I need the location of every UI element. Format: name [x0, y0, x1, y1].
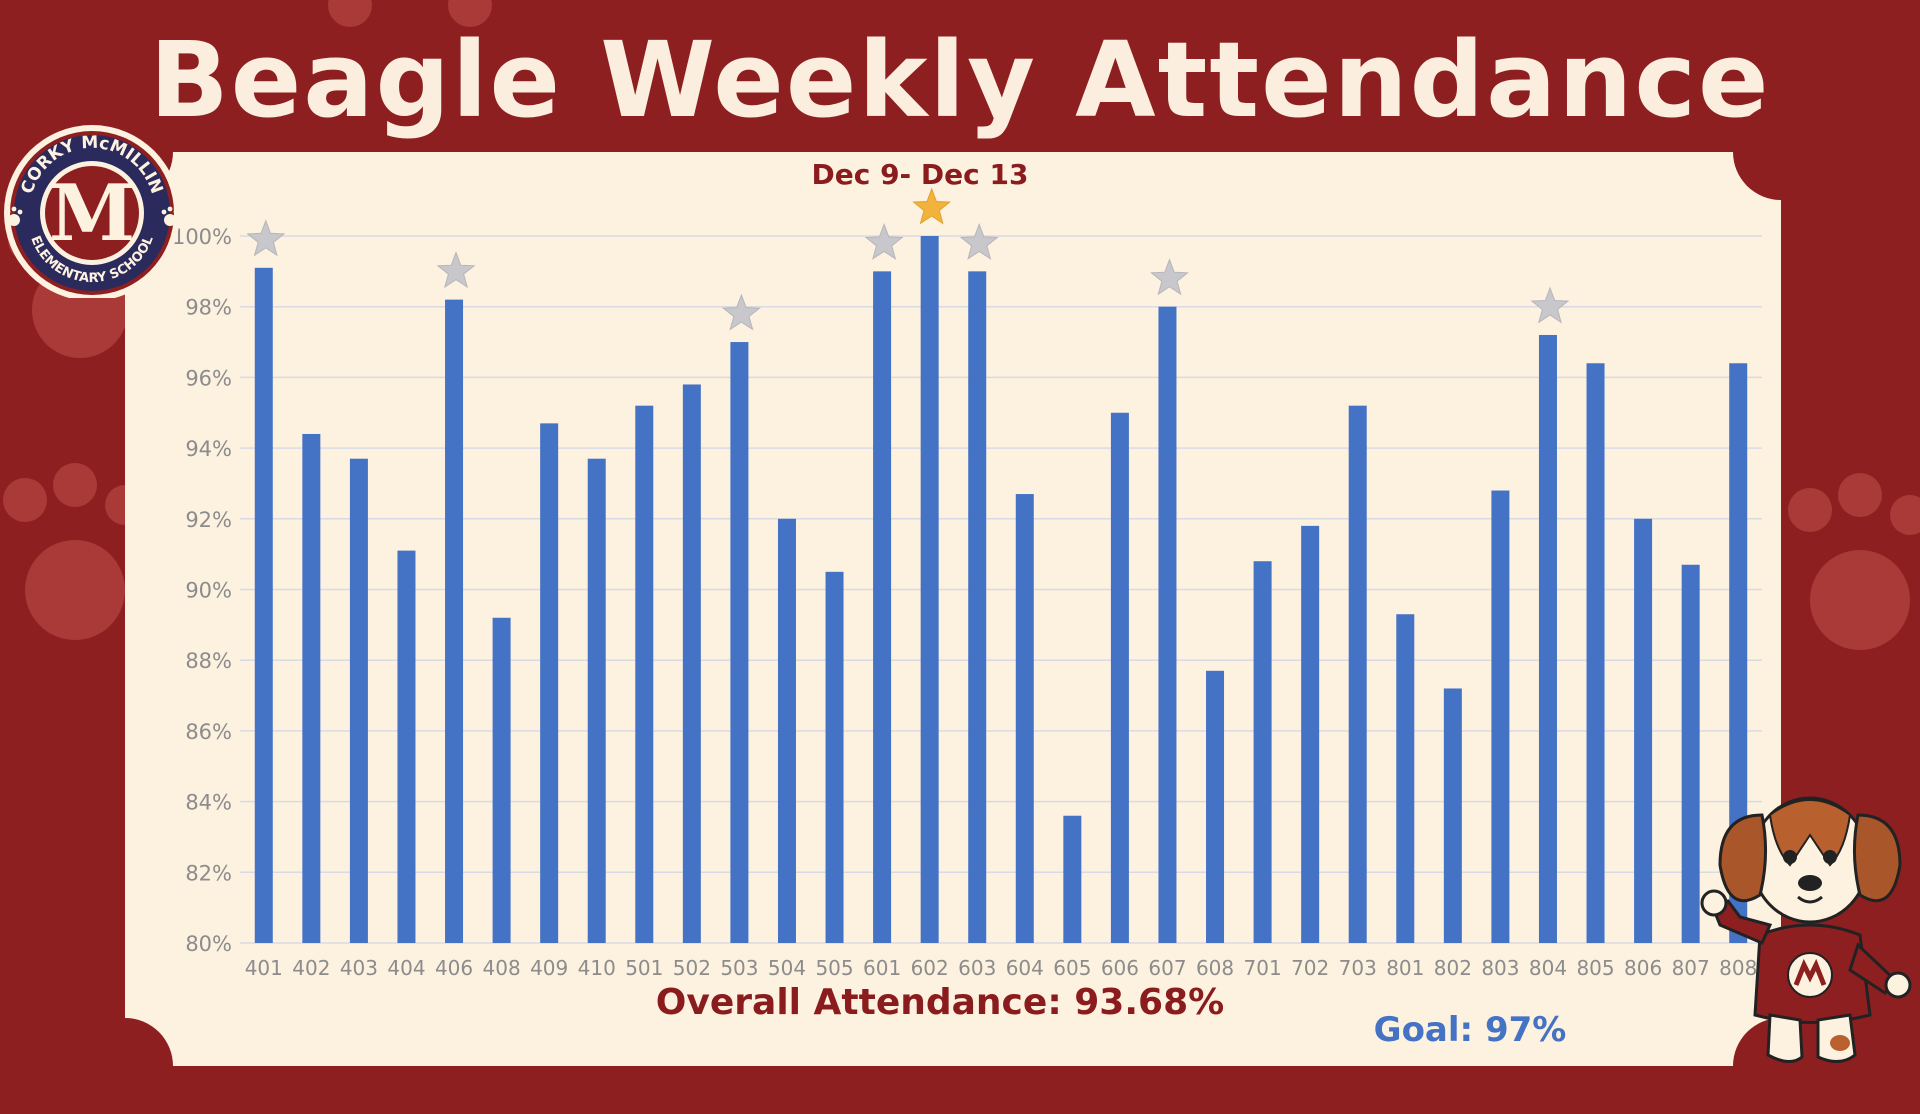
x-tick-label: 403 — [340, 956, 378, 980]
x-tick-label: 604 — [1006, 956, 1044, 980]
x-tick-label: 410 — [578, 956, 616, 980]
star-icon-602 — [912, 187, 952, 225]
x-tick-label: 603 — [958, 956, 996, 980]
y-tick-label: 96% — [185, 366, 232, 390]
x-tick-label: 701 — [1244, 956, 1282, 980]
bar-603 — [968, 271, 987, 944]
y-tick-label: 84% — [185, 791, 232, 815]
bar-806 — [1634, 518, 1653, 943]
x-tick-label: 801 — [1386, 956, 1424, 980]
bar-503 — [730, 342, 749, 943]
x-tick-label: 503 — [720, 956, 758, 980]
y-tick-label: 86% — [185, 720, 232, 744]
x-tick-label: 501 — [625, 956, 663, 980]
bar-402 — [302, 433, 321, 943]
x-tick-label: 505 — [815, 956, 853, 980]
x-tick-label: 803 — [1481, 956, 1519, 980]
bar-601 — [873, 271, 892, 944]
x-tick-label: 602 — [911, 956, 949, 980]
star-icon-804 — [1530, 286, 1570, 324]
x-tick-label: 702 — [1291, 956, 1329, 980]
x-tick-label: 409 — [530, 956, 568, 980]
bar-504 — [777, 518, 796, 943]
star-icon-406 — [436, 251, 476, 289]
bar-702 — [1301, 525, 1320, 943]
y-tick-label: 90% — [185, 579, 232, 603]
star-icon-503 — [721, 293, 761, 331]
x-tick-label: 401 — [245, 956, 283, 980]
star-icon-603 — [959, 222, 999, 260]
x-tick-label: 605 — [1053, 956, 1091, 980]
x-tick-label: 502 — [673, 956, 711, 980]
paw-icon — [161, 206, 179, 226]
paw-icon — [5, 206, 23, 226]
x-tick-label: 408 — [483, 956, 521, 980]
y-tick-label: 82% — [185, 861, 232, 885]
bar-804 — [1538, 334, 1557, 943]
logo-letter: M — [49, 168, 135, 259]
bar-803 — [1491, 490, 1510, 943]
star-icon-607 — [1150, 258, 1189, 296]
attendance-bar-chart: 80% 82% 84% 86% 88% 90% 92% 94% 96% 98% 100% 401 402… — [172, 187, 1762, 980]
paw-print-decoration — [1788, 473, 1920, 650]
paw-print-decoration — [328, 0, 492, 27]
bar-408 — [492, 617, 511, 943]
y-tick-label: 80% — [185, 932, 232, 956]
bar-401 — [254, 267, 273, 943]
bar-502 — [682, 384, 701, 944]
bar-409 — [540, 423, 559, 944]
x-tick-label: 504 — [768, 956, 806, 980]
x-tick-label: 807 — [1672, 956, 1710, 980]
bar-805 — [1586, 363, 1605, 943]
bar-505 — [825, 571, 844, 943]
star-icon-401 — [246, 219, 286, 257]
x-tick-label: 806 — [1624, 956, 1662, 980]
bar-807 — [1681, 564, 1700, 943]
page-title: Beagle Weekly Attendance — [149, 19, 1771, 141]
chart-subtitle: Dec 9- Dec 13 — [811, 158, 1029, 191]
y-tick-label: 98% — [185, 296, 232, 320]
overall-attendance: Overall Attendance: 93.68% — [655, 982, 1225, 1023]
bar-410 — [587, 458, 606, 943]
x-tick-label: 802 — [1434, 956, 1472, 980]
bar-606 — [1110, 412, 1129, 943]
x-tick-label: 404 — [387, 956, 425, 980]
x-tick-label: 703 — [1339, 956, 1377, 980]
star-icon-601 — [864, 222, 904, 260]
bar-808 — [1729, 363, 1748, 943]
bar-404 — [397, 550, 416, 943]
beagle-mascot — [1700, 796, 1912, 1063]
bar-703 — [1348, 405, 1367, 943]
bar-604 — [1015, 494, 1034, 943]
y-tick-label: 92% — [185, 508, 232, 532]
goal-label: Goal: 97% — [1373, 1010, 1567, 1050]
bar-406 — [445, 299, 464, 943]
x-tick-label: 607 — [1148, 956, 1186, 980]
x-tick-label: 402 — [292, 956, 330, 980]
x-tick-label: 805 — [1576, 956, 1614, 980]
y-tick-label: 100% — [172, 225, 232, 249]
bar-802 — [1443, 688, 1462, 943]
x-tick-label: 804 — [1529, 956, 1567, 980]
bar-602 — [920, 236, 939, 943]
y-tick-label: 94% — [185, 437, 232, 461]
bar-501 — [635, 405, 654, 943]
bar-403 — [349, 458, 368, 943]
y-tick-label: 88% — [185, 649, 232, 673]
bar-607 — [1158, 306, 1177, 943]
x-tick-label: 601 — [863, 956, 901, 980]
x-tick-label: 406 — [435, 956, 473, 980]
x-tick-label: 606 — [1101, 956, 1139, 980]
school-logo: CORKY McMILLIN ELEMENTARY SCHOOL M — [4, 125, 180, 298]
x-tick-label: 808 — [1719, 956, 1757, 980]
bar-701 — [1253, 561, 1272, 943]
bar-608 — [1206, 670, 1225, 943]
bar-605 — [1063, 815, 1082, 943]
x-tick-label: 608 — [1196, 956, 1234, 980]
bar-801 — [1396, 614, 1415, 943]
